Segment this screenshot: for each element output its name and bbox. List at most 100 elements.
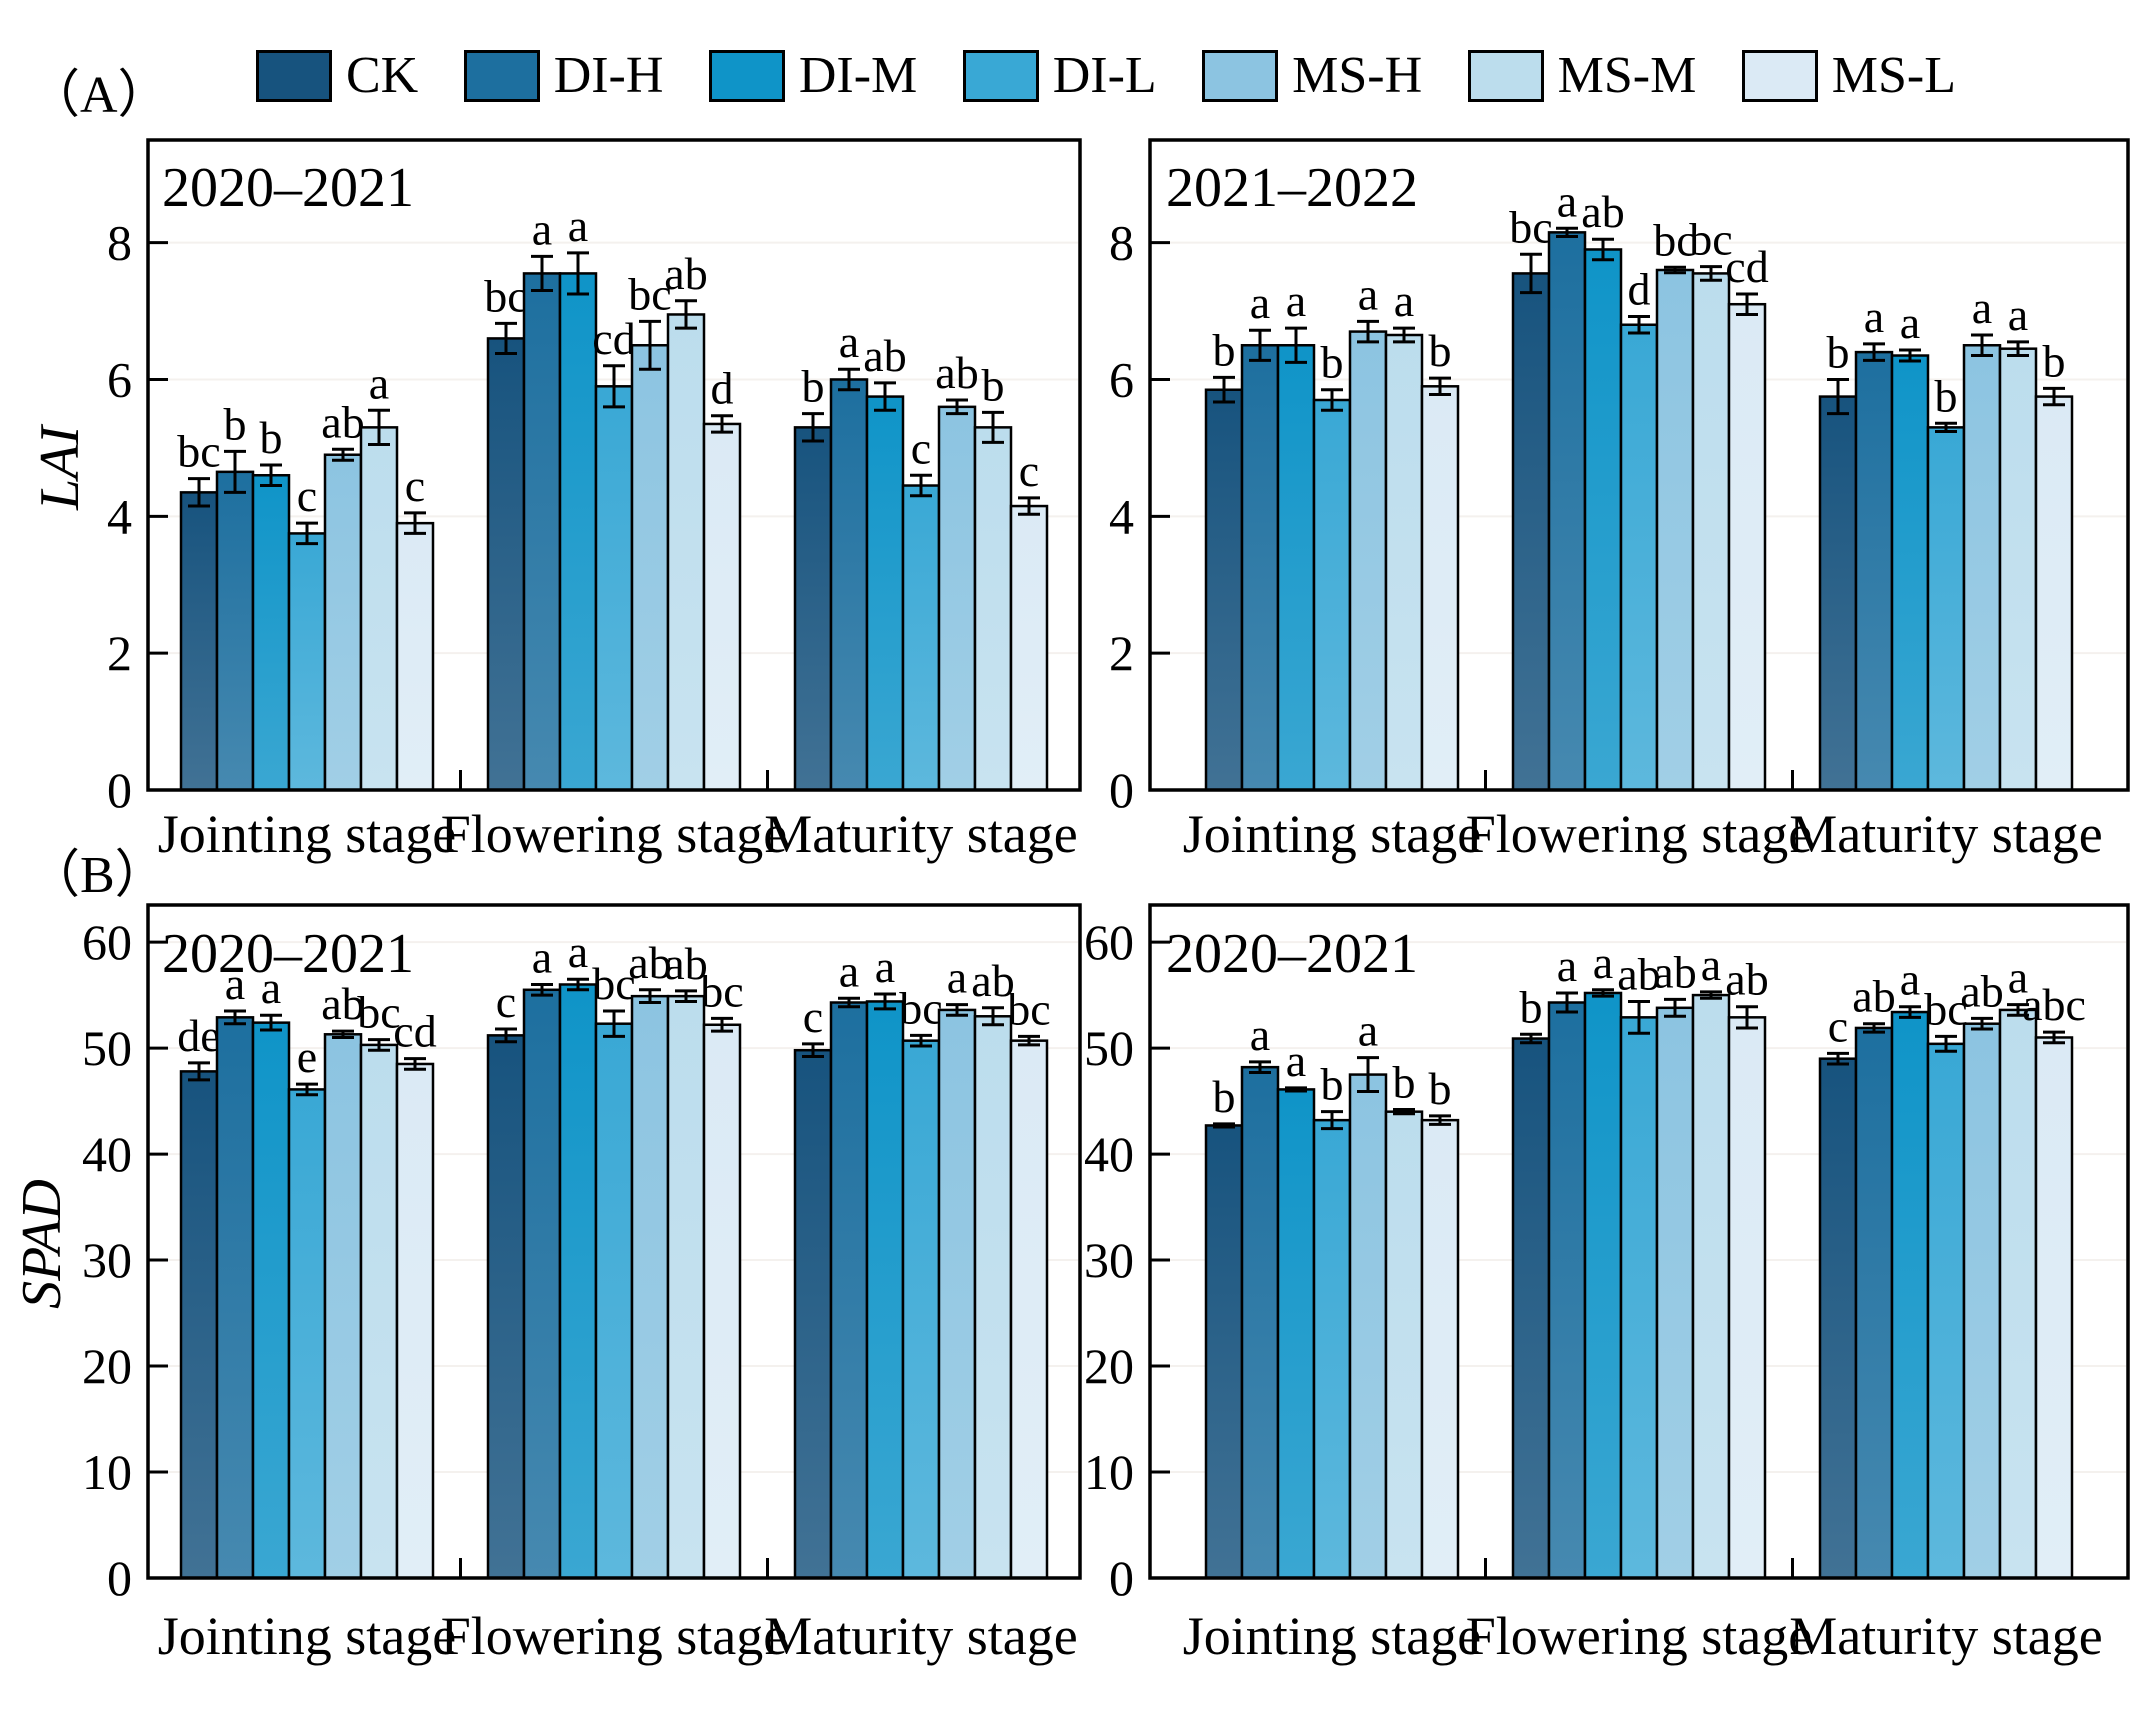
sig-letter: ab	[935, 347, 978, 398]
legend-label: DI-M	[798, 47, 918, 104]
bar-ms-h-2	[1962, 344, 2002, 792]
error-bar	[188, 1061, 210, 1082]
y-tick-label: 10	[82, 1444, 132, 1500]
sig-letter: cd	[393, 1006, 436, 1057]
sig-letter: a	[261, 962, 281, 1013]
bar-ms-h-1	[1655, 268, 1695, 792]
bar-di-m-1	[558, 983, 598, 1580]
sig-letter: b	[1520, 981, 1543, 1032]
bar-ck-0	[1204, 388, 1244, 792]
error-bar	[531, 982, 553, 997]
error-bar	[802, 412, 824, 443]
error-bar	[224, 449, 246, 494]
sig-letter: a	[947, 952, 967, 1003]
sig-letter: b	[260, 412, 283, 463]
x-category-label: Maturity stage	[764, 804, 1077, 864]
sig-letter: cd	[1725, 241, 1768, 292]
sig-letter: b	[1321, 337, 1344, 388]
bar-ms-m-2	[1998, 347, 2038, 792]
error-bar	[1285, 326, 1307, 364]
lai-axis-title: LAI	[29, 424, 91, 511]
error-bar	[910, 1033, 932, 1048]
sig-letter: b	[2043, 335, 2066, 386]
error-bar	[1863, 342, 1885, 362]
bar-di-m-2	[1890, 354, 1930, 792]
bar-di-l-0	[1312, 398, 1352, 792]
bar-ms-m-0	[359, 426, 399, 792]
panel-title-spad-left: 2020–2021	[162, 923, 414, 985]
legend-swatch-di-l	[962, 50, 1039, 102]
legend-label: DI-L	[1052, 47, 1157, 104]
x-category-label: Jointing stage	[1183, 1606, 1481, 1666]
bar-ck-1	[486, 1034, 526, 1580]
sig-letter: c	[911, 422, 931, 473]
sig-letter: a	[225, 958, 245, 1009]
y-tick-label: 6	[1109, 351, 1134, 407]
bar-ms-l-2	[1009, 504, 1049, 792]
sig-letter: a	[1358, 268, 1378, 319]
bar-di-m-1	[1583, 248, 1623, 792]
plot-border	[146, 903, 1082, 1580]
bar-di-l-1	[1619, 323, 1659, 792]
bar-di-l-2	[901, 484, 941, 792]
sig-letter: b	[1429, 325, 1452, 376]
bar-ms-l-2	[2034, 1036, 2074, 1580]
bar-ms-m-2	[973, 426, 1013, 792]
bar-ck-2	[793, 426, 833, 792]
y-tick-label: 6	[107, 351, 132, 407]
y-tick-label: 50	[82, 1020, 132, 1076]
error-bar	[1520, 1032, 1542, 1045]
sig-letter: a	[1557, 940, 1577, 991]
error-bar	[1664, 265, 1686, 275]
bar-ms-h-1	[1655, 1006, 1695, 1580]
sig-letter: bc	[1689, 214, 1732, 265]
error-bar	[1249, 328, 1271, 362]
spad-axis-title: SPAD	[11, 1179, 73, 1309]
sig-letter: c	[1019, 445, 1039, 496]
sig-letter: ab	[1852, 971, 1895, 1022]
error-bar	[567, 251, 589, 296]
legend-label: MS-M	[1557, 47, 1697, 104]
bar-di-h-0	[215, 1016, 255, 1580]
bar-ck-1	[1511, 272, 1551, 792]
bar-ck-2	[1818, 395, 1858, 792]
bar-di-m-0	[251, 1021, 291, 1580]
sig-letter: bc	[1509, 201, 1552, 252]
bar-di-l-2	[1926, 1042, 1966, 1580]
bar-di-l-0	[1312, 1118, 1352, 1580]
sig-letter: a	[1557, 175, 1577, 226]
bar-ms-h-2	[937, 1008, 977, 1580]
bar-ms-h-1	[630, 344, 670, 792]
sig-letter: b	[1429, 1063, 1452, 1114]
error-bar	[711, 414, 733, 434]
bar-ms-l-0	[1420, 385, 1460, 792]
error-bar	[1628, 999, 1650, 1035]
y-tick-label: 60	[82, 914, 132, 970]
bar-ms-h-2	[937, 405, 977, 792]
error-bar	[1827, 1051, 1849, 1066]
bar-ms-l-1	[1727, 302, 1767, 792]
error-bar	[1863, 1022, 1885, 1034]
legend: CK DI-H DI-M DI-L MS-H MS-M MS-L	[256, 34, 1956, 118]
bar-ck-1	[1511, 1037, 1551, 1580]
sig-letter: bc	[484, 270, 527, 321]
error-bar	[531, 254, 553, 293]
bar-di-h-2	[1854, 1026, 1894, 1580]
bar-di-h-1	[1547, 231, 1587, 792]
sig-letter: ab	[664, 248, 707, 299]
error-bar	[368, 1038, 390, 1052]
legend-item-ms-m: MS-M	[1467, 47, 1697, 104]
sig-letter: a	[1250, 1009, 1270, 1060]
sig-letter: ab	[863, 330, 906, 381]
sig-letter: a	[532, 203, 552, 254]
legend-label: CK	[346, 47, 419, 104]
plot-border	[146, 138, 1082, 792]
legend-swatch-ms-m	[1467, 50, 1544, 102]
error-bar	[1736, 1005, 1758, 1030]
bar-di-m-2	[1890, 1010, 1930, 1580]
bar-ms-l-0	[395, 1062, 435, 1580]
error-bar	[838, 367, 860, 392]
bar-di-l-1	[594, 1022, 634, 1580]
